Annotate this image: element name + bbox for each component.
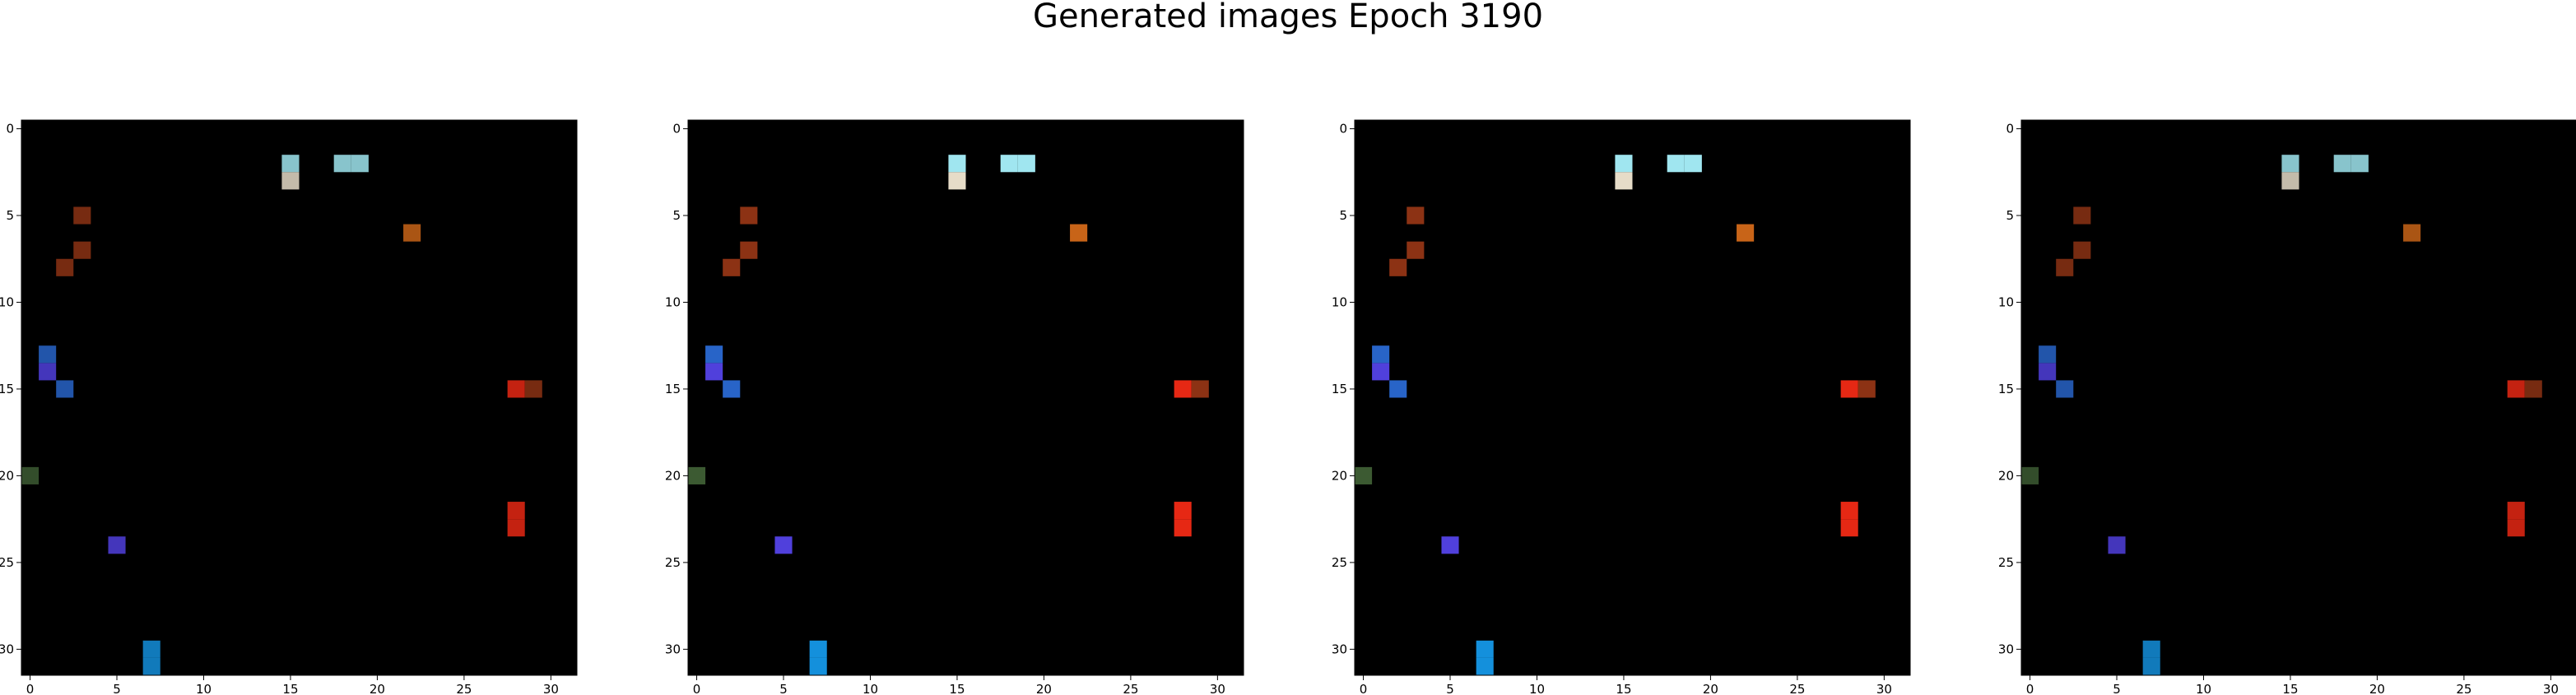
y-tick-label: 20 — [1998, 468, 2014, 483]
x-tick-label: 10 — [196, 682, 212, 695]
y-tick-label: 15 — [0, 382, 14, 396]
x-tick-label: 0 — [1360, 682, 1368, 695]
y-tick-label: 5 — [2006, 208, 2014, 223]
y-tick-label: 10 — [1332, 294, 1347, 309]
x-tick-label: 10 — [2196, 682, 2211, 695]
y-tick-label: 5 — [6, 208, 14, 223]
y-tick-label: 10 — [665, 294, 681, 309]
generated-image-1: 0 5 10 15 20 25 30 0 5 10 15 20 25 30 — [0, 119, 578, 695]
x-tick-label: 20 — [2369, 682, 2385, 695]
x-tick-label: 15 — [949, 682, 965, 695]
y-tick-label: 20 — [1332, 468, 1347, 483]
x-tick-label: 30 — [1876, 682, 1892, 695]
x-tick-label: 0 — [26, 682, 35, 695]
y-tick-label: 0 — [2006, 122, 2014, 137]
x-tick-label: 15 — [2282, 682, 2298, 695]
x-tick-label: 20 — [1036, 682, 1052, 695]
y-tick-label: 25 — [0, 555, 14, 570]
x-tick-label: 25 — [1123, 682, 1138, 695]
x-tick-label: 0 — [693, 682, 701, 695]
y-tick-label: 5 — [1339, 208, 1347, 223]
x-tick-label: 30 — [2543, 682, 2559, 695]
x-tick-label: 25 — [1789, 682, 1805, 695]
x-tick-label: 25 — [456, 682, 472, 695]
y-tick-label: 0 — [6, 122, 14, 137]
figure-title: Generated images Epoch 3190 — [1032, 0, 1544, 35]
x-tick-label: 0 — [2026, 682, 2034, 695]
y-tick-label: 15 — [1998, 382, 2014, 396]
x-tick-label: 5 — [1446, 682, 1454, 695]
y-tick-label: 25 — [665, 555, 681, 570]
generated-image-4: 0 5 10 15 20 25 30 0 5 10 15 20 25 30 — [1998, 119, 2576, 695]
y-tick-label: 0 — [1339, 122, 1347, 137]
generated-image-2: 0 5 10 15 20 25 30 0 5 10 15 20 25 30 — [665, 119, 1244, 695]
y-tick-label: 15 — [665, 382, 681, 396]
y-tick-label: 20 — [665, 468, 681, 483]
y-tick-label: 20 — [0, 468, 14, 483]
y-tick-label: 30 — [1332, 642, 1347, 656]
x-tick-label: 10 — [863, 682, 878, 695]
x-tick-label: 20 — [1703, 682, 1718, 695]
y-tick-label: 30 — [1998, 642, 2014, 656]
y-tick-label: 15 — [1332, 382, 1347, 396]
y-tick-label: 25 — [1332, 555, 1347, 570]
y-tick-label: 10 — [0, 294, 14, 309]
y-tick-label: 30 — [665, 642, 681, 656]
x-tick-label: 15 — [282, 682, 298, 695]
y-tick-label: 10 — [1998, 294, 2014, 309]
x-tick-label: 10 — [1529, 682, 1545, 695]
x-tick-label: 5 — [779, 682, 788, 695]
generated-image-3: 0 5 10 15 20 25 30 0 5 10 15 20 25 30 — [1332, 119, 1911, 695]
x-tick-label: 5 — [113, 682, 121, 695]
x-tick-label: 15 — [1616, 682, 1631, 695]
y-tick-label: 30 — [0, 642, 14, 656]
y-tick-label: 0 — [672, 122, 681, 137]
x-tick-label: 25 — [2456, 682, 2471, 695]
x-tick-label: 5 — [2113, 682, 2121, 695]
x-tick-label: 30 — [1210, 682, 1225, 695]
x-tick-label: 20 — [370, 682, 385, 695]
x-tick-label: 30 — [543, 682, 559, 695]
y-tick-label: 5 — [672, 208, 681, 223]
y-tick-label: 25 — [1998, 555, 2014, 570]
